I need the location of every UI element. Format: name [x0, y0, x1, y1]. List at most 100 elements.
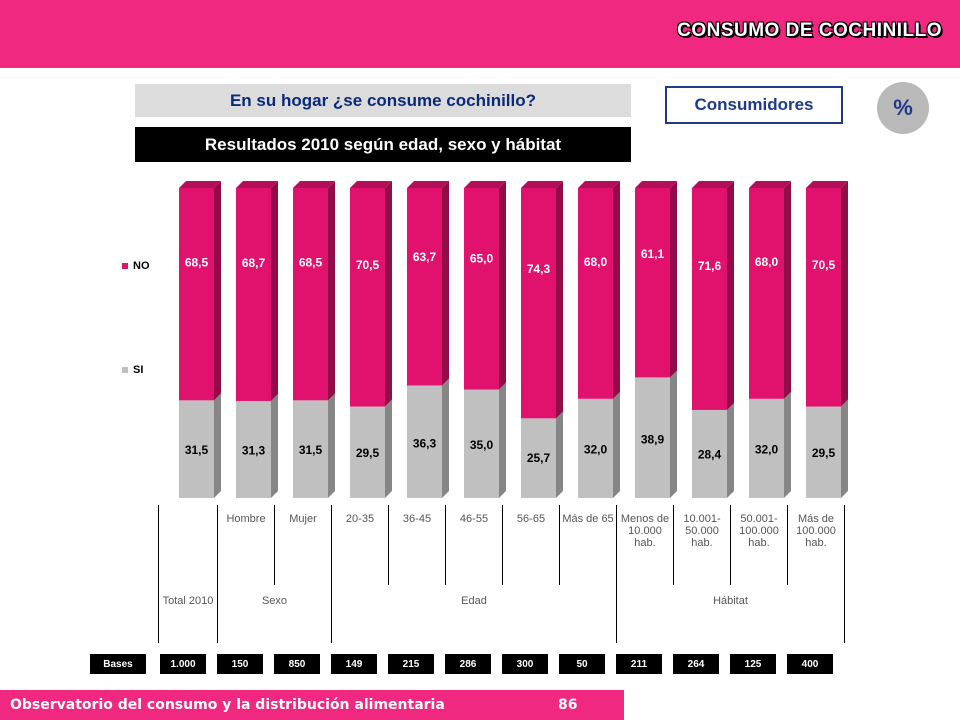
subtitle-box: Resultados 2010 según edad, sexo y hábit…	[135, 127, 631, 162]
bar-no-side	[214, 181, 221, 401]
legend-label-si: SI	[133, 364, 144, 376]
consumidores-label: Consumidores	[665, 86, 843, 124]
bar-no-side	[328, 181, 335, 401]
data-label-si: 31,5	[185, 443, 209, 457]
data-label-no: 65,0	[470, 252, 494, 266]
bar-si-side	[328, 393, 335, 498]
data-label-no: 68,0	[584, 255, 608, 269]
group-sexo: Sexo	[217, 585, 332, 643]
data-label-si: 38,9	[641, 433, 665, 447]
legend-swatch-si	[122, 367, 128, 373]
group-edad: Edad	[331, 585, 617, 643]
bar-no	[635, 188, 670, 378]
bar-si-side	[841, 399, 848, 498]
data-label-si: 31,5	[299, 443, 323, 457]
bar-no-top	[521, 181, 563, 188]
base-value: 150	[217, 654, 263, 674]
group-habitat: Hábitat	[616, 585, 845, 643]
base-value: 215	[388, 654, 434, 674]
bar-si	[806, 406, 841, 498]
bar-no	[236, 188, 271, 401]
bar-no-side	[271, 181, 278, 401]
legend-swatch-no	[122, 263, 128, 269]
bar-si-side	[385, 399, 392, 498]
bar-no-top	[635, 181, 677, 188]
question-box: En su hogar ¿se consume cochinillo?	[135, 84, 631, 117]
footer-bar: Observatorio del consumo y la distribuci…	[0, 690, 624, 720]
bar-no-top	[407, 181, 449, 188]
data-label-si: 29,5	[812, 446, 836, 460]
bar-no	[179, 188, 214, 401]
bases-label: Bases	[90, 654, 146, 674]
bar-si-side	[214, 393, 221, 498]
data-label-no: 68,5	[185, 256, 209, 270]
data-label-si: 32,0	[755, 442, 779, 456]
bar-no	[692, 188, 727, 410]
data-label-si: 31,3	[242, 443, 266, 457]
base-value: 125	[730, 654, 776, 674]
base-value: 300	[502, 654, 548, 674]
bar-no	[749, 188, 784, 399]
bar-no	[521, 188, 556, 419]
bar-si-side	[613, 391, 620, 498]
bar-no-side	[499, 181, 506, 390]
category-cell: Más de 100.000 hab.	[787, 505, 845, 585]
bar-no	[578, 188, 613, 399]
page-number: 86	[558, 697, 578, 713]
base-value: 264	[673, 654, 719, 674]
category-cell: Más de 65	[559, 505, 617, 585]
bar-si-side	[499, 382, 506, 498]
data-label-no: 74,3	[527, 262, 551, 276]
group-total: Total 2010	[158, 585, 218, 643]
bar-si-side	[556, 411, 563, 498]
base-value: 50	[559, 654, 605, 674]
category-cell: 20-35	[331, 505, 389, 585]
bases-row: Bases 1.000 150 850 149 215 286 300 50 2…	[0, 654, 960, 676]
bar-si-side	[442, 378, 449, 498]
bar-no-side	[613, 181, 620, 399]
bar-si-side	[670, 370, 677, 498]
section-title: CONSUMO DE COCHINILLO	[677, 20, 942, 41]
bar-no-top	[806, 181, 848, 188]
bar-no-side	[727, 181, 734, 410]
category-cell: Mujer	[274, 505, 332, 585]
data-label-no: 70,5	[812, 258, 836, 272]
bar-no	[464, 188, 499, 390]
top-banner: CONSUMO DE COCHINILLO	[0, 0, 960, 68]
legend-label-no: NO	[133, 260, 150, 272]
bar-no-side	[841, 181, 848, 407]
data-label-no: 70,5	[356, 258, 380, 272]
data-label-si: 35,0	[470, 438, 494, 452]
category-cell: 36-45	[388, 505, 446, 585]
bar-no	[806, 188, 841, 407]
base-value: 211	[616, 654, 662, 674]
data-label-si: 25,7	[527, 451, 551, 465]
bar-no-top	[236, 181, 278, 188]
bar-si	[749, 398, 784, 498]
data-label-no: 68,0	[755, 255, 779, 269]
bar-no-top	[179, 181, 221, 188]
data-label-no: 71,6	[698, 259, 722, 273]
bar-no-side	[670, 181, 677, 378]
data-label-no: 61,1	[641, 247, 665, 261]
bar-si-side	[271, 393, 278, 498]
bar-si	[293, 400, 328, 498]
bar-no-side	[784, 181, 791, 399]
bar-no-side	[385, 181, 392, 407]
bar-no-side	[556, 181, 563, 419]
bar-si	[635, 377, 670, 498]
bar-no	[407, 188, 442, 386]
bar-si	[407, 385, 442, 498]
base-value: 400	[787, 654, 833, 674]
bar-si-side	[784, 391, 791, 498]
category-cell: 46-55	[445, 505, 503, 585]
bar-no-top	[578, 181, 620, 188]
bar-si	[350, 406, 385, 498]
bar-no	[293, 188, 328, 401]
base-value: 149	[331, 654, 377, 674]
legend-item-no: NO	[122, 260, 150, 272]
bar-no-top	[293, 181, 335, 188]
bar-si	[692, 409, 727, 498]
category-cell: 10.001-50.000 hab.	[673, 505, 731, 585]
category-cell: Menos de 10.000 hab.	[616, 505, 674, 585]
